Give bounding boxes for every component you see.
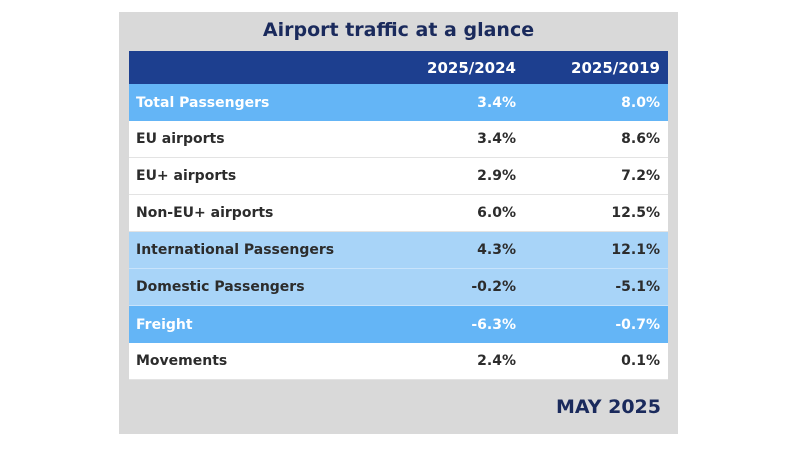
row-value-2025-2019: 12.1% [611,242,660,258]
header-col-2025-2019: 2025/2019 [571,58,660,77]
row-value-2025-2019: 8.6% [621,131,660,147]
row-value-2025-2024: -6.3% [471,316,516,333]
row-value-2025-2024: 3.4% [477,94,516,111]
row-value-2025-2024: 4.3% [477,242,516,258]
header-col-2025-2024: 2025/2024 [427,58,516,77]
row-label: International Passengers [136,242,335,258]
row-value-2025-2024: 2.9% [477,168,516,184]
table-row: EU airports 3.4% 8.6% [129,121,668,158]
table-row: EU+ airports 2.9% 7.2% [129,158,668,195]
row-label: Total Passengers [136,94,270,111]
row-value-2025-2019: 0.1% [621,353,660,369]
row-value-2025-2019: -5.1% [615,279,660,295]
table-row: International Passengers 4.3% 12.1% [129,232,668,269]
row-label: Movements [136,353,228,369]
table-row: Movements 2.4% 0.1% [129,343,668,380]
row-value-2025-2019: 12.5% [611,205,660,221]
table-header: 2025/2024 2025/2019 [129,51,668,84]
row-value-2025-2024: 3.4% [477,131,516,147]
table-row: Domestic Passengers -0.2% -5.1% [129,269,668,306]
row-label: Freight [136,316,193,333]
row-value-2025-2019: 8.0% [621,94,660,111]
row-value-2025-2024: 6.0% [477,205,516,221]
traffic-card: Airport traffic at a glance 2025/2024 20… [119,12,678,434]
card-title: Airport traffic at a glance [262,19,535,41]
row-label: EU airports [136,131,225,147]
row-label: Non-EU+ airports [136,205,274,221]
table-row: Non-EU+ airports 6.0% 12.5% [129,195,668,232]
report-month: MAY 2025 [555,396,661,418]
table-row: Total Passengers 3.4% 8.0% [129,84,668,121]
table-row: Freight -6.3% -0.7% [129,306,668,343]
row-label: Domestic Passengers [136,279,305,295]
row-value-2025-2019: 7.2% [621,168,660,184]
row-label: EU+ airports [136,168,237,184]
traffic-table: 2025/2024 2025/2019 Total Passengers 3.4… [129,51,668,380]
row-value-2025-2024: 2.4% [477,353,516,369]
row-value-2025-2019: -0.7% [615,316,660,333]
row-value-2025-2024: -0.2% [471,279,516,295]
